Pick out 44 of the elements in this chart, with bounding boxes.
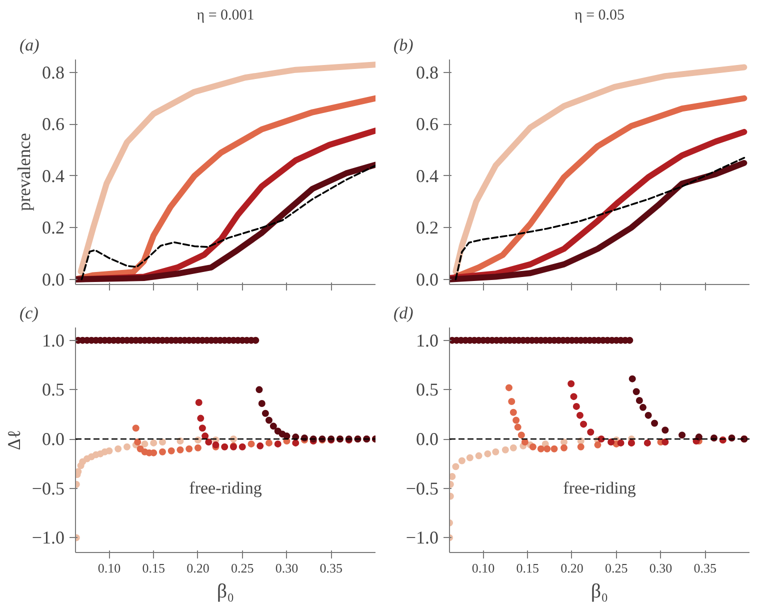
y-axis-title: Δℓ: [4, 430, 24, 450]
y-tick-label: 0.6: [42, 114, 64, 134]
x-tick-label: 0.30: [649, 560, 672, 576]
x-tick-label: 0.10: [98, 560, 121, 576]
y-tick-label: 0.8: [416, 62, 438, 82]
text: (c): [20, 304, 39, 322]
y-tick-label: 0.0: [42, 269, 64, 290]
y-tick-label: 0.0: [416, 429, 438, 450]
x-tick-label: 0.25: [604, 560, 628, 576]
y-tick-label: −0.5: [406, 478, 439, 498]
text: (a): [20, 36, 40, 54]
x-tick-label: 0.20: [560, 560, 584, 576]
y-tick-label: −1.0: [32, 528, 65, 548]
x-axis-title: β₀: [590, 580, 608, 602]
y-axis-title: prevalence: [14, 133, 34, 211]
x-tick-label: 0.25: [230, 560, 254, 576]
y-tick-label: 0.0: [416, 269, 438, 290]
y-tick-label: 1.0: [416, 330, 438, 350]
x-tick-label: 0.35: [694, 560, 716, 576]
x-tick-label: 0.15: [516, 560, 539, 576]
x-tick-label: 0.15: [142, 560, 165, 576]
chart-title: η = 0.001: [196, 8, 254, 24]
x-tick-label: 0.35: [320, 560, 342, 576]
x-tick-label: 0.20: [186, 560, 210, 576]
x-axis-title: β₀: [216, 580, 234, 602]
y-tick-label: −1.0: [406, 528, 439, 548]
y-tick-label: 0.8: [42, 62, 64, 82]
x-tick-label: 0.30: [275, 560, 298, 576]
text: (d): [394, 304, 414, 322]
y-tick-label: 0.2: [42, 218, 64, 238]
y-tick-label: −0.5: [32, 478, 65, 498]
chart-title: η = 0.05: [574, 8, 625, 24]
y-tick-label: 0.6: [416, 114, 438, 134]
y-tick-label: 0.4: [416, 166, 438, 186]
y-tick-label: 0.5: [416, 380, 438, 400]
y-tick-label: 0.4: [42, 166, 64, 186]
y-tick-label: 0.2: [416, 218, 438, 238]
y-tick-label: 0.0: [42, 429, 64, 450]
y-tick-label: 1.0: [42, 330, 64, 350]
x-tick-label: 0.10: [472, 560, 495, 576]
annotation: free-riding: [563, 478, 636, 498]
text: (b): [394, 36, 414, 54]
annotation: free-riding: [189, 478, 262, 498]
y-tick-label: 0.5: [42, 380, 64, 400]
